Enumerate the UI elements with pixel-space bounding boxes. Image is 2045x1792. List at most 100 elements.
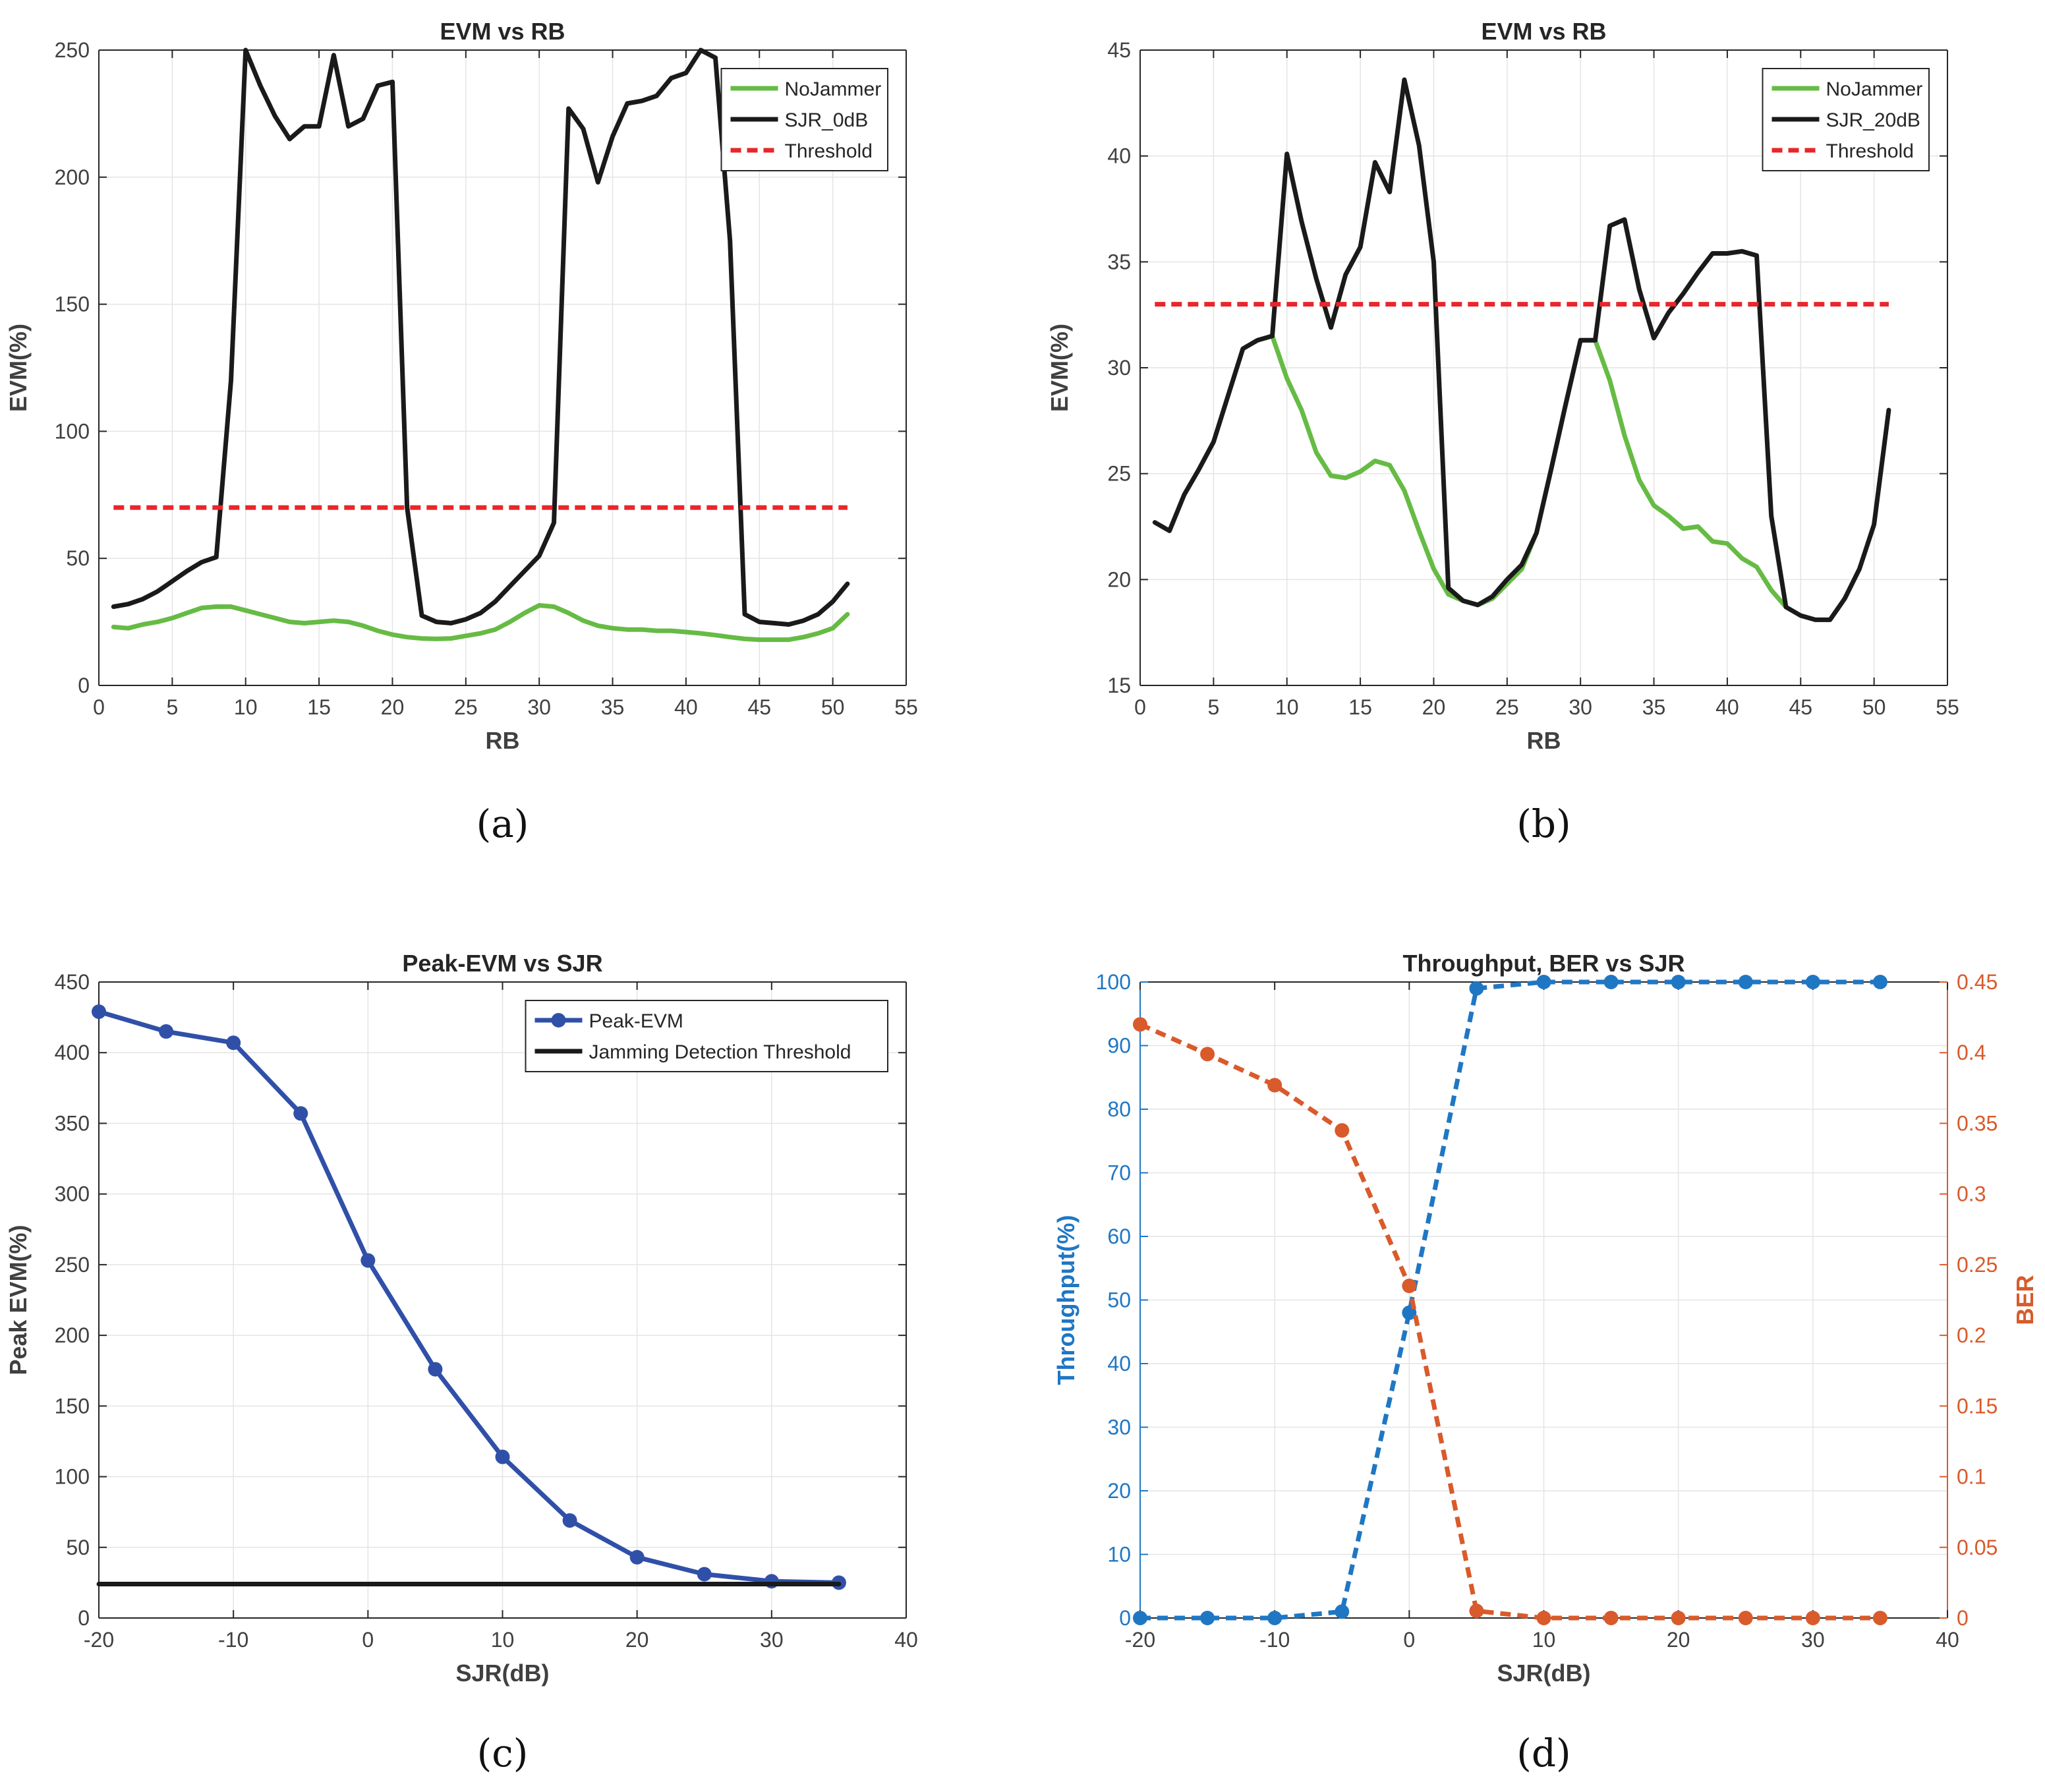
x-tick-label: 40 (1936, 1628, 1959, 1652)
data-point (1267, 1611, 1282, 1625)
x-tick-label: 5 (166, 695, 178, 719)
data-point (1872, 975, 1887, 989)
x-axis-label: SJR(dB) (1497, 1660, 1591, 1687)
legend-box (525, 1000, 888, 1072)
y-ticks: 15 20 25 30 35 40 45 (1107, 38, 1947, 697)
data-point (1402, 1279, 1417, 1294)
series-line-0 (96, 1009, 842, 1585)
data-point (1738, 1611, 1753, 1625)
y2-tick-label: 0.35 (1957, 1111, 1998, 1135)
y-axis-label: EVM(%) (5, 324, 32, 412)
series-line-1 (1139, 1022, 1880, 1621)
y-tick-label: 20 (1107, 567, 1131, 591)
x-tick-label: 20 (625, 1628, 649, 1652)
y-tick-label: 80 (1107, 1097, 1131, 1121)
series (1133, 975, 1887, 1625)
x-tick-label: 10 (234, 695, 258, 719)
legend-entry: Jamming Detection Threshold (589, 1041, 851, 1063)
x-tick-label: 10 (1275, 695, 1299, 719)
x-tick-label: 45 (1789, 695, 1812, 719)
data-point (1267, 1078, 1282, 1093)
y-tick-label: 30 (1107, 356, 1131, 380)
data-point (226, 1035, 241, 1051)
data-point (1536, 1611, 1551, 1625)
legend: Peak-EVM Jamming Detection Threshold (525, 1000, 888, 1072)
y-tick-label: 150 (55, 293, 90, 316)
data-point (1603, 975, 1619, 989)
y2-tick-label: 0.4 (1957, 1041, 1986, 1064)
x-tick-label: 25 (1495, 695, 1519, 719)
data-point (1805, 1611, 1820, 1625)
chart-title: EVM vs RB (1481, 18, 1606, 45)
series-line-1 (1152, 77, 1891, 622)
legend-entry: SJR_20dB (1826, 109, 1920, 131)
x-tick-label: 30 (1801, 1628, 1825, 1652)
x-tick-label: 55 (1936, 695, 1959, 719)
data-point (1200, 1611, 1215, 1625)
series (1152, 77, 1891, 622)
data-point (360, 1253, 376, 1268)
x-tick-label: 45 (747, 695, 771, 719)
subfigure-caption: (d) (1516, 1731, 1570, 1776)
y-tick-label: 10 (1107, 1543, 1131, 1567)
chart-c: -20 -10 0 10 20 30 400501001502002503003504004… (5, 950, 918, 1776)
series-line-0 (1140, 979, 1880, 1621)
y-tick-label: 350 (55, 1111, 90, 1135)
x-tick-label: 20 (381, 695, 405, 719)
x-ticks: -20 -10 0 10 20 30 40 (1125, 982, 1959, 1652)
x-tick-label: 15 (1348, 695, 1372, 719)
y2-tick-label: 0 (1957, 1606, 1969, 1630)
y-tick-label: 20 (1107, 1479, 1131, 1503)
chart-title: EVM vs RB (440, 18, 565, 45)
y2-tick-label: 0.1 (1957, 1465, 1986, 1489)
x-tick-label: 10 (491, 1628, 515, 1652)
x-tick-label: 40 (1715, 695, 1739, 719)
y-tick-label: 200 (55, 165, 90, 189)
y-tick-label: 250 (55, 38, 90, 62)
y-tick-label: 60 (1107, 1225, 1131, 1248)
y-tick-label: 50 (66, 1536, 90, 1559)
x-tick-label: 20 (1422, 695, 1446, 719)
x-tick-label: 30 (1569, 695, 1592, 719)
y2-tick-label: 0.25 (1957, 1253, 1998, 1277)
data-point (1200, 1047, 1215, 1062)
data-point (1671, 975, 1686, 989)
x-tick-label: 50 (1862, 695, 1886, 719)
y-tick-label: 0 (78, 1606, 90, 1630)
y-tick-label: 90 (1107, 1034, 1131, 1058)
y-tick-label: 450 (55, 970, 90, 994)
y-tick-label: 100 (55, 1465, 90, 1489)
x-ticks: -20 -10 0 10 20 30 40 (84, 982, 918, 1652)
legend: NoJammer SJR_0dB Threshold (720, 68, 888, 171)
data-point (562, 1513, 577, 1528)
legend-entry: Threshold (785, 140, 873, 162)
y-tick-label: 25 (1107, 462, 1131, 486)
y2-tick-label: 0.2 (1957, 1323, 1986, 1347)
x-axis-label: RB (1527, 727, 1561, 754)
y-ticks: 0 50 100 150 200 250 (55, 38, 906, 697)
legend-entry: NoJammer (785, 78, 882, 100)
y-ticks: 0 50 100 150 200 250 300 350 400 450 (55, 970, 906, 1630)
data-point (1469, 981, 1484, 996)
data-point (1536, 975, 1551, 989)
y2-tick-label: 0.3 (1957, 1182, 1986, 1206)
data-point (1335, 1604, 1350, 1619)
data-point (495, 1449, 510, 1464)
y-axis-label: Peak EVM(%) (5, 1225, 32, 1375)
legend-entry: NoJammer (1826, 78, 1923, 100)
x-tick-label: 50 (821, 695, 845, 719)
legend: NoJammer SJR_20dB Threshold (1762, 68, 1930, 171)
y-tick-label: 0 (1119, 1606, 1131, 1630)
y2-tick-label: 0.15 (1957, 1394, 1998, 1418)
x-tick-label: 0 (1403, 1628, 1415, 1652)
subfigure-caption: (a) (476, 801, 529, 846)
y-tick-label: 100 (1096, 970, 1131, 994)
y-tick-label: 15 (1107, 674, 1131, 697)
x-tick-label: 0 (362, 1628, 374, 1652)
y-tick-label: 50 (1107, 1288, 1131, 1312)
x-tick-label: 30 (527, 695, 551, 719)
legend-marker (551, 1013, 566, 1027)
subfigure-caption: (b) (1516, 801, 1570, 846)
x-tick-label: 35 (1642, 695, 1666, 719)
chart-b: 0 5 10 15 20 25 30 35 40 45 50 55 15 20 25 30 35 40 45 EVM … (1046, 18, 1959, 846)
